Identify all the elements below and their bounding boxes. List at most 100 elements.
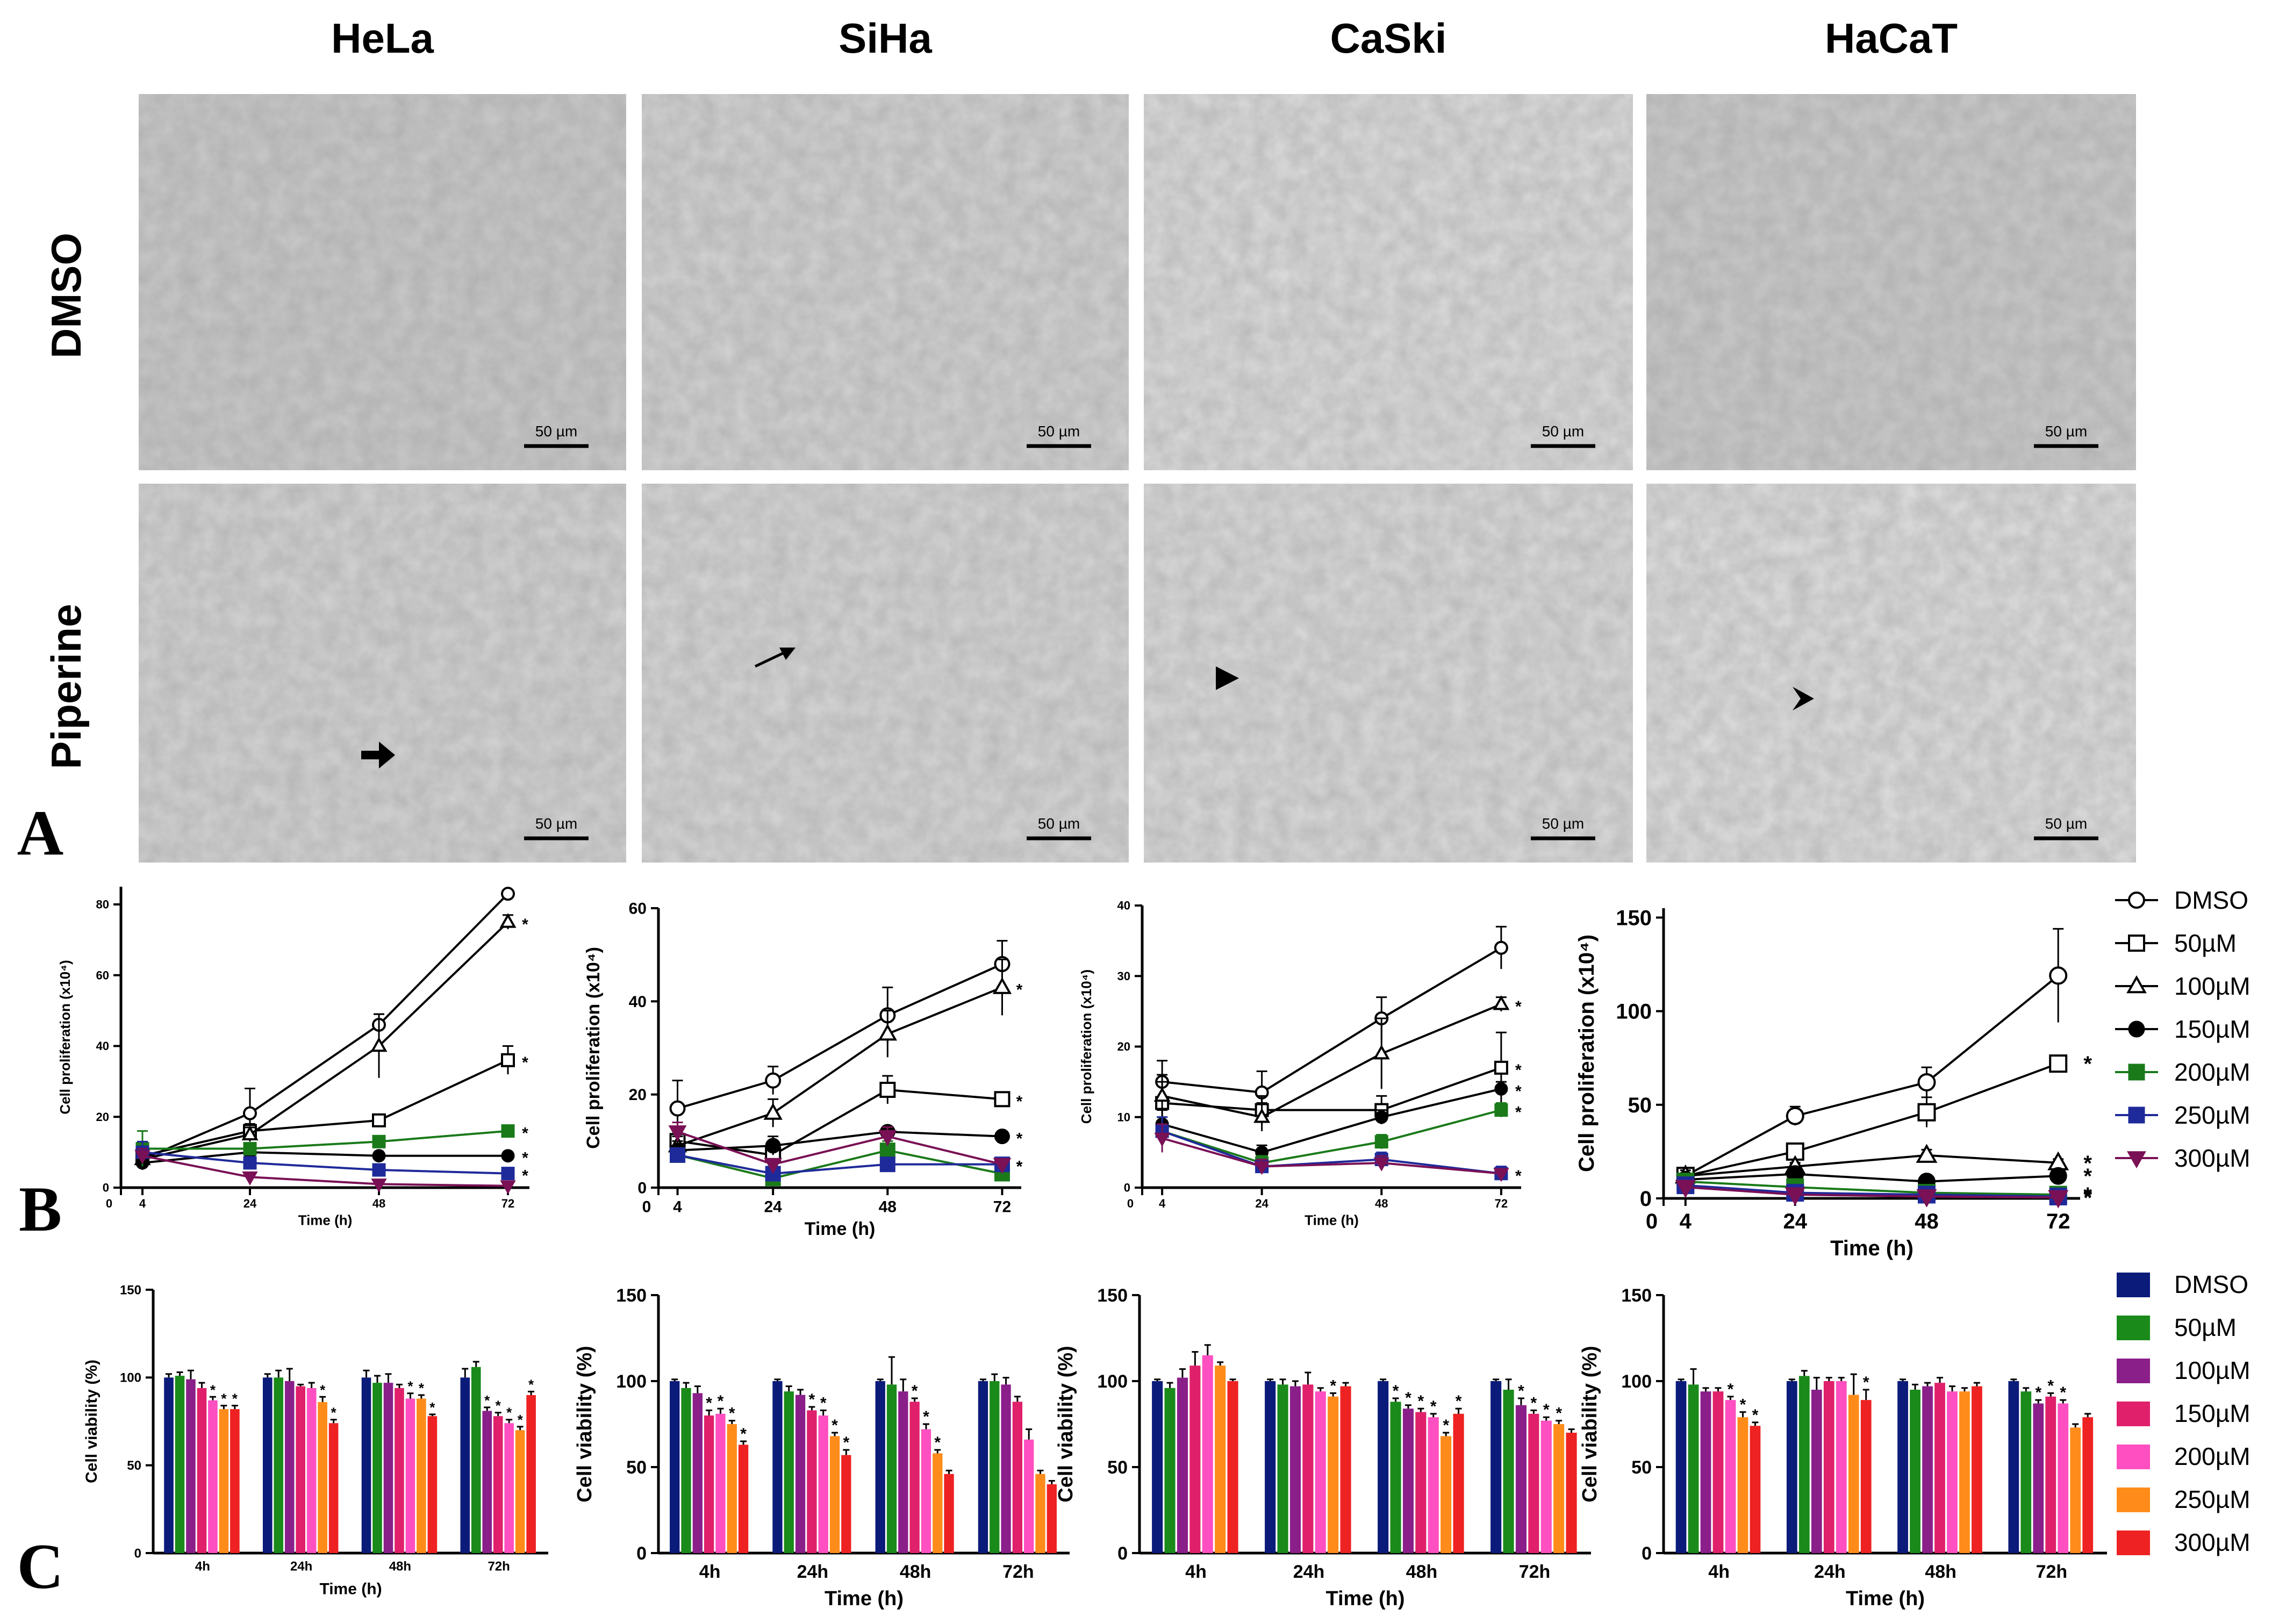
micrograph-texture — [642, 94, 1129, 470]
y-tick-label: 100 — [1621, 1371, 1652, 1392]
y-tick-label: 60 — [629, 900, 647, 918]
bar-50µM-72h — [2020, 1391, 2032, 1553]
significance-marker: * — [1556, 1405, 1562, 1422]
column-title-siha: SiHa — [838, 15, 932, 62]
significance-marker: * — [2083, 1186, 2092, 1210]
legend-bar-swatch-100µM — [2117, 1359, 2150, 1383]
significance-marker: * — [729, 1405, 735, 1422]
category-label: 72h — [1002, 1562, 1034, 1582]
series-line-DMSO — [1685, 974, 2059, 1177]
bar-200µM-72h — [1540, 1420, 1552, 1553]
bar-50µM-48h — [372, 1383, 382, 1553]
bar-DMSO-72h — [460, 1377, 470, 1553]
significance-marker: * — [528, 1376, 534, 1392]
y-tick-label: 0 — [637, 1180, 647, 1197]
data-point-100µM — [763, 1103, 783, 1120]
x-tick-label: 72 — [2046, 1210, 2070, 1233]
category-label: 4h — [1708, 1562, 1730, 1582]
y-tick-label: 0 — [636, 1543, 647, 1564]
row-title-piperine: Piperine — [42, 604, 90, 770]
legend-marker-250µM — [2128, 1106, 2145, 1124]
significance-marker: * — [407, 1378, 413, 1395]
y-axis-label: Cell viability (%) — [1579, 1346, 1601, 1502]
micrograph-texture — [642, 484, 1129, 863]
bar-250µM-4h — [727, 1424, 737, 1553]
bar-200µM-48h — [1947, 1391, 1958, 1553]
series-line-DMSO — [1162, 947, 1502, 1094]
legend-label-line-200µM: 200µM — [2174, 1058, 2251, 1086]
data-point-100µM — [992, 977, 1012, 994]
bar-300µM-48h — [1453, 1413, 1464, 1553]
scale-bar-label: 50 µm — [1038, 423, 1080, 440]
significance-marker: * — [1515, 998, 1522, 1016]
scale-bar-label: 50 µm — [2045, 815, 2087, 832]
bar-50µM-4h — [1688, 1384, 1699, 1553]
data-point-100µM — [370, 1037, 388, 1052]
bar-150µM-24h — [1823, 1381, 1834, 1553]
category-label: 48h — [900, 1562, 931, 1582]
significance-marker: * — [2047, 1377, 2054, 1395]
significance-marker: * — [1752, 1406, 1759, 1424]
data-point-100µM — [878, 1023, 898, 1041]
legend-label-line-250µM: 250µM — [2174, 1101, 2251, 1129]
line-chart-siha: 0 20 40 60 0 4 24 48 72 Time (h) Cell proliferatio… — [583, 900, 1023, 1240]
x-tick-label: 0 — [1127, 1197, 1134, 1210]
legend-marker-50µM — [2128, 935, 2145, 952]
bar-300µM-72h — [526, 1395, 536, 1553]
legend-label-line-150µM: 150µM — [2174, 1015, 2251, 1043]
bar-250µM-72h — [515, 1430, 525, 1553]
x-tick-label: 0 — [642, 1198, 651, 1216]
category-label: 72h — [488, 1559, 510, 1573]
bar-250µM-4h — [1215, 1366, 1226, 1553]
panel-letter-b: B — [19, 1173, 62, 1245]
bar-100µM-4h — [186, 1379, 196, 1553]
bar-250µM-24h — [1848, 1395, 1859, 1553]
bar-150µM-72h — [2045, 1396, 2056, 1553]
y-tick-label: 20 — [1117, 1040, 1130, 1053]
column-title-caski: CaSki — [1330, 15, 1447, 62]
data-point-300µM — [1373, 1157, 1389, 1172]
legend-bar-swatch-200µM — [2117, 1445, 2150, 1469]
series-line-200µM — [677, 1149, 1002, 1180]
bar-200µM-48h — [405, 1398, 415, 1553]
data-point-300µM — [371, 1179, 387, 1193]
category-label: 48h — [389, 1559, 411, 1573]
significance-marker: * — [718, 1392, 724, 1410]
bar-250µM-72h — [1553, 1424, 1565, 1553]
significance-marker: * — [1393, 1382, 1399, 1400]
data-point-200µM — [1374, 1135, 1388, 1149]
series-line-250µM — [1685, 1184, 2059, 1198]
bar-100µM-24h — [1811, 1390, 1822, 1553]
significance-marker: * — [706, 1394, 712, 1412]
significance-marker: * — [232, 1391, 238, 1407]
data-point-DMSO — [2049, 966, 2068, 985]
series-line-50µM — [142, 1059, 508, 1157]
data-point-150µM — [765, 1138, 781, 1154]
bar-DMSO-48h — [361, 1377, 371, 1553]
line-chart-hela: 0 20 40 60 80 0 4 24 48 72 Time (h) Cell proliferat… — [57, 887, 529, 1228]
y-tick-label: 80 — [96, 898, 109, 911]
data-point-DMSO — [1786, 1106, 1804, 1125]
bar-DMSO-48h — [1897, 1381, 1908, 1553]
y-tick-label: 50 — [1631, 1457, 1652, 1478]
significance-marker: * — [522, 1125, 528, 1142]
series-line-250µM — [1162, 1130, 1502, 1175]
category-label: 72h — [2036, 1562, 2068, 1582]
bar-100µM-24h — [284, 1381, 295, 1553]
series-line-DMSO — [677, 963, 1003, 1110]
y-tick-label: 50 — [1107, 1457, 1128, 1478]
bar-DMSO-48h — [1378, 1381, 1389, 1553]
bar-100µM-72h — [482, 1411, 492, 1553]
bar-50µM-72h — [471, 1367, 481, 1553]
y-tick-label: 150 — [616, 1285, 647, 1306]
x-tick-label: 24 — [1783, 1210, 1807, 1233]
x-axis-label: Time (h) — [319, 1580, 382, 1598]
bar-150µM-4h — [1712, 1391, 1724, 1553]
significance-marker: * — [506, 1405, 512, 1421]
significance-marker: * — [1016, 1093, 1023, 1110]
bar-200µM-4h — [1202, 1355, 1213, 1553]
bar-DMSO-24h — [1265, 1381, 1276, 1553]
data-point-50µM — [879, 1082, 896, 1098]
bar-150µM-24h — [807, 1410, 817, 1553]
significance-marker: * — [2083, 1185, 2092, 1209]
